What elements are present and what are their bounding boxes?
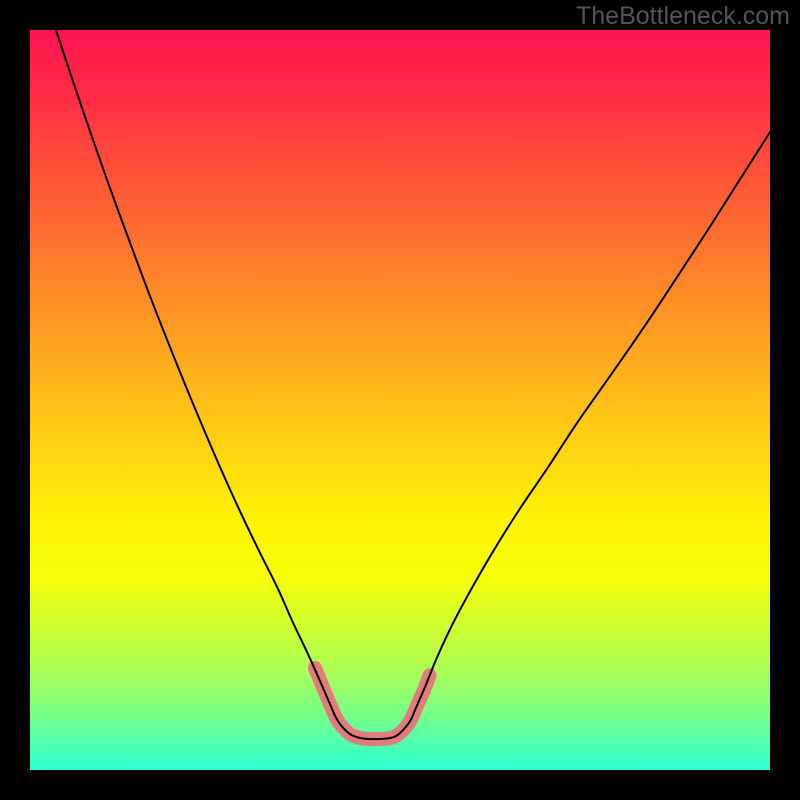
watermark-text: TheBottleneck.com [576, 2, 790, 31]
bottleneck-chart [0, 0, 800, 800]
chart-frame: TheBottleneck.com [0, 0, 800, 800]
chart-background [30, 30, 770, 770]
